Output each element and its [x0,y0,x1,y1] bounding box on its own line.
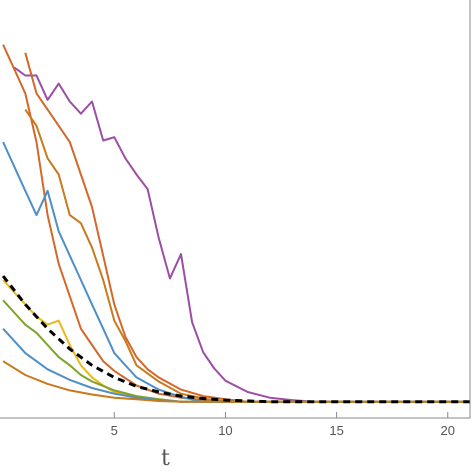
x-tick-label: 20 [441,423,455,438]
x-tick-label: 10 [218,423,232,438]
series-line-10 [1,275,470,404]
plot-frame [0,0,471,419]
x-tick-label: 5 [111,423,118,438]
series-line-5 [2,141,470,403]
series-line-2 [2,44,470,403]
series-layer [1,44,470,404]
x-axis-ticks: 5 10 15 20 [111,412,455,438]
series-line-6 [2,279,470,403]
x-tick-label: 15 [329,423,343,438]
series-line-3 [24,52,470,403]
series-line-9 [2,360,470,403]
series-line-1 [13,66,470,403]
x-axis-label: t [161,446,170,471]
series-line-4 [24,109,470,403]
